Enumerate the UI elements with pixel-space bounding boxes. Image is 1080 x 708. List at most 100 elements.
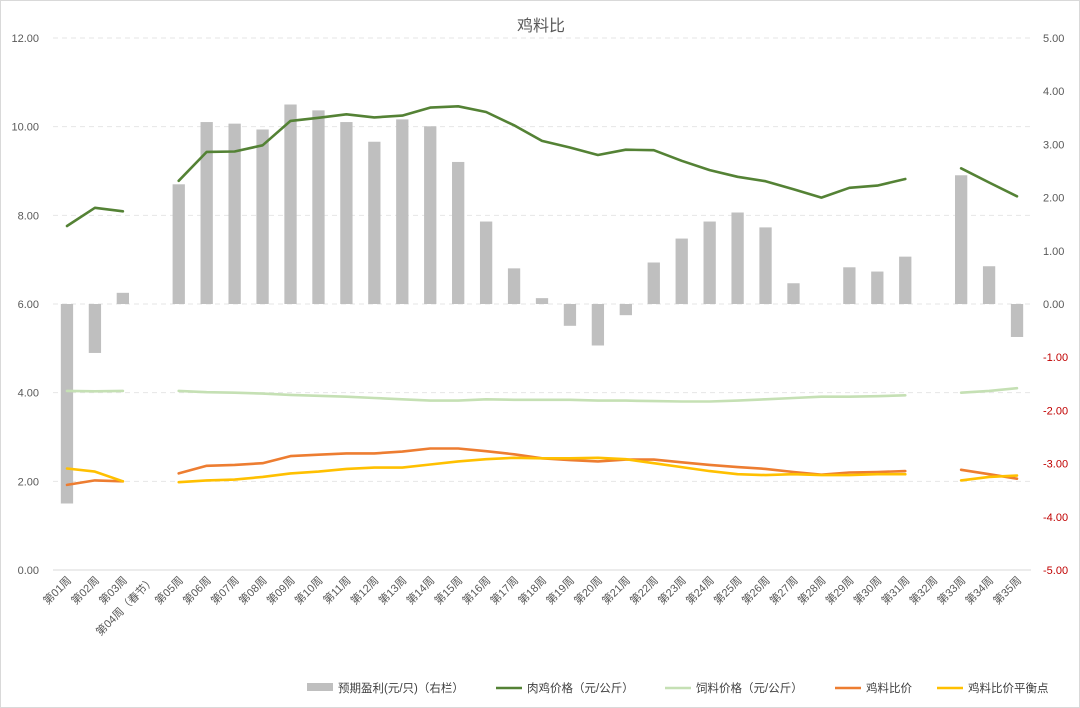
x-tick-label: 第29周: [822, 573, 856, 607]
profit-bar: [703, 221, 716, 304]
profit-bar: [787, 283, 800, 304]
profit-bar: [871, 271, 884, 304]
left-tick-label: 8.00: [18, 210, 39, 222]
profit-bar: [759, 227, 772, 304]
x-tick-label: 第28周: [794, 573, 828, 607]
x-tick-label: 第12周: [347, 573, 381, 607]
x-tick-label: 第02周: [68, 573, 102, 607]
profit-bar: [899, 256, 912, 304]
x-tick-label: 第25周: [711, 573, 745, 607]
right-tick-label: 1.00: [1043, 246, 1064, 258]
profit-bar: [843, 267, 856, 304]
right-tick-label: 3.00: [1043, 139, 1064, 151]
x-tick-label: 第14周: [403, 573, 437, 607]
profit-bar: [284, 104, 297, 304]
x-tick-label: 第11周: [320, 573, 354, 607]
legend-label: 鸡料比价平衡点: [968, 681, 1049, 695]
x-tick-label: 第15周: [431, 573, 465, 607]
profit-bar: [200, 122, 213, 304]
x-tick-label: 第23周: [655, 573, 689, 607]
profit-bar: [340, 122, 353, 304]
x-tick-label: 第21周: [599, 573, 633, 607]
line-series: [65, 105, 1019, 487]
profit-bar: [172, 184, 185, 304]
left-tick-label: 4.00: [18, 388, 39, 400]
profit-bar: [312, 110, 325, 305]
profit-bar: [368, 141, 381, 304]
profit-bar: [982, 266, 996, 304]
x-tick-label: 第24周: [683, 573, 717, 607]
x-tick-label: 第31周: [878, 573, 912, 607]
profit-bar: [1010, 304, 1024, 337]
legend: 预期盈利(元/只)（右栏） 肉鸡价格（元/公斤） 饲料价格（元/公斤） 鸡料比价 鸡料比…: [307, 681, 1049, 695]
profit-bar: [563, 304, 577, 326]
left-tick-label: 12.00: [11, 33, 39, 45]
profit-bar: [452, 161, 465, 304]
x-tick-label: 第32周: [906, 573, 940, 607]
feed-price-line: [65, 386, 1019, 403]
right-tick-label: 5.00: [1043, 33, 1064, 45]
x-tick-label: 第06周: [180, 573, 214, 607]
left-axis: 0.00 2.00 4.00 6.00 8.00 10.00 12.00: [11, 33, 39, 577]
chicken-price-line: [65, 105, 1019, 228]
x-tick-label: 第27周: [766, 573, 800, 607]
x-tick-label: 第17周: [487, 573, 521, 607]
legend-label: 肉鸡价格（元/公斤）: [527, 681, 634, 695]
right-tick-label: -1.00: [1043, 352, 1068, 364]
x-tick-label: 第10周: [291, 573, 325, 607]
left-tick-label: 10.00: [11, 122, 39, 134]
bar-series: [60, 104, 1024, 504]
breakeven-ratio-line: [65, 456, 1019, 484]
profit-bar: [731, 212, 744, 304]
left-tick-label: 0.00: [18, 565, 39, 577]
profit-bar: [479, 221, 493, 304]
x-tick-label: 第16周: [459, 573, 493, 607]
profit-bar: [116, 292, 130, 304]
x-tick-label: 第35周: [990, 573, 1024, 607]
legend-label: 鸡料比价: [866, 681, 912, 695]
right-tick-label: -4.00: [1043, 512, 1068, 524]
profit-bar: [619, 304, 632, 316]
legend-swatch: [307, 683, 333, 691]
profit-bar: [256, 129, 269, 304]
profit-bar: [60, 304, 74, 504]
profit-bar: [535, 298, 549, 304]
x-tick-label: 第22周: [627, 573, 661, 607]
x-tick-label: 第30周: [850, 573, 884, 607]
profit-bar: [675, 238, 688, 304]
profit-bar: [396, 119, 409, 304]
x-tick-label: 第08周: [236, 573, 270, 607]
right-tick-label: -2.00: [1043, 405, 1068, 417]
profit-bar: [424, 126, 437, 304]
right-tick-label: 0.00: [1043, 299, 1064, 311]
left-tick-label: 2.00: [18, 476, 39, 488]
right-tick-label: -5.00: [1043, 565, 1068, 577]
legend-label: 预期盈利(元/只)（右栏）: [338, 681, 464, 695]
legend-label: 饲料价格（元/公斤）: [696, 681, 803, 695]
profit-bar: [88, 304, 102, 353]
x-tick-label: 第05周: [152, 573, 186, 607]
profit-bar: [647, 262, 660, 304]
profit-bar: [954, 175, 968, 304]
x-tick-label: 第20周: [571, 573, 605, 607]
x-tick-label: 第33周: [934, 573, 968, 607]
right-tick-label: 4.00: [1043, 86, 1064, 98]
profit-bar: [228, 123, 241, 304]
x-tick-label: 第34周: [962, 573, 996, 607]
x-tick-label: 第18周: [515, 573, 549, 607]
x-tick-label: 第01周: [40, 573, 74, 607]
chart-title: 鸡料比: [517, 17, 565, 35]
x-tick-label: 第13周: [375, 573, 409, 607]
x-tick-label: 第19周: [543, 573, 577, 607]
x-axis: 第01周第02周第03周第04周（春节）第05周第06周第07周第08周第09周…: [40, 573, 1024, 638]
right-axis: -5.00 -4.00 -3.00 -2.00 -1.00 0.00 1.00 2.00 3.0…: [1043, 33, 1068, 577]
right-tick-label: 2.00: [1043, 193, 1064, 205]
x-tick-label: 第07周: [208, 573, 242, 607]
profit-bar: [507, 268, 521, 304]
left-tick-label: 6.00: [18, 299, 39, 311]
x-tick-label: 第26周: [739, 573, 773, 607]
right-tick-label: -3.00: [1043, 459, 1068, 471]
x-tick-label: 第09周: [264, 573, 298, 607]
